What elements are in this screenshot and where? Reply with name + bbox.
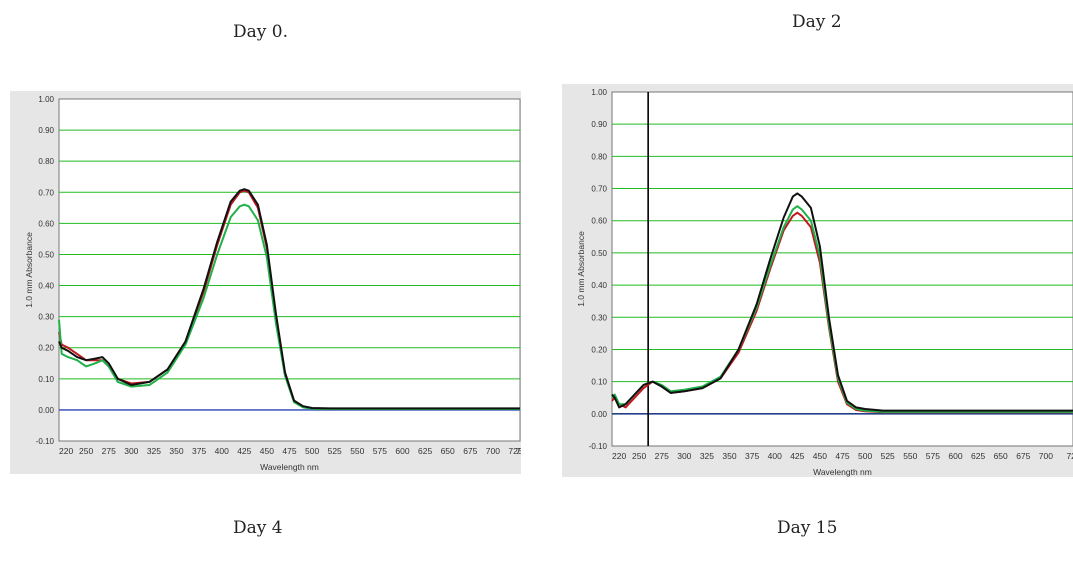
x-axis-label: Wavelength nm xyxy=(260,462,319,472)
x-tick-label: 475 xyxy=(282,446,296,456)
x-tick-label: 300 xyxy=(124,446,138,456)
y-tick-label: 1.00 xyxy=(38,95,54,104)
y-tick-label: 0.90 xyxy=(38,126,54,135)
x-tick-label: 675 xyxy=(1016,451,1030,461)
y-tick-label: 0.50 xyxy=(591,249,607,258)
x-tick-label: 725 xyxy=(508,446,521,456)
x-tick-label: 375 xyxy=(192,446,206,456)
y-tick-label: 1.00 xyxy=(591,88,607,97)
x-tick-label: 700 xyxy=(1039,451,1053,461)
y-tick-label: 0.10 xyxy=(591,378,607,387)
y-tick-label: 0.00 xyxy=(38,406,54,415)
y-tick-label: -0.10 xyxy=(589,442,608,451)
y-tick-label: 0.50 xyxy=(38,250,54,259)
x-tick-label: 400 xyxy=(215,446,229,456)
y-tick-label: 0.80 xyxy=(38,157,54,166)
y-tick-label: 0.30 xyxy=(591,313,607,322)
x-tick-label: 700 xyxy=(486,446,500,456)
caption-day-0: Day 0. xyxy=(233,22,288,42)
spectrum-chart-left: -0.10 0.00 0.10 0.20 0.30 0.40 0.50 0.60 0.70 0.8… xyxy=(24,95,521,472)
x-tick-label: 325 xyxy=(700,451,714,461)
x-tick-label: 500 xyxy=(858,451,872,461)
x-tick-label: 650 xyxy=(994,451,1008,461)
x-tick-label: 575 xyxy=(926,451,940,461)
x-tick-label: 625 xyxy=(971,451,985,461)
y-tick-label: 0.00 xyxy=(591,410,607,419)
x-tick-label: 220 xyxy=(612,451,626,461)
series-line-3 xyxy=(58,188,520,410)
y-tick-label: 0.60 xyxy=(38,219,54,228)
y-tick-label: -0.10 xyxy=(36,437,55,446)
x-tick-label: 650 xyxy=(441,446,455,456)
x-tick-label: 450 xyxy=(813,451,827,461)
x-tick-label: 575 xyxy=(373,446,387,456)
x-tick-label: 300 xyxy=(677,451,691,461)
y-tick-label: 0.70 xyxy=(591,185,607,194)
y-tick-label: 0.20 xyxy=(591,345,607,354)
series-line-3 xyxy=(611,192,1073,412)
x-tick-label: 675 xyxy=(463,446,477,456)
y-tick-label: 0.40 xyxy=(38,282,54,291)
x-axis-label: Wavelength nm xyxy=(813,467,872,477)
x-tick-label: 250 xyxy=(79,446,93,456)
y-tick-label: 0.90 xyxy=(591,120,607,129)
chart-panel-left: -0.10 0.00 0.10 0.20 0.30 0.40 0.50 0.60 0.70 0.8… xyxy=(10,91,521,474)
x-tick-label: 325 xyxy=(147,446,161,456)
caption-day-15: Day 15 xyxy=(777,518,838,538)
x-tick-label: 220 xyxy=(59,446,73,456)
x-tick-label: 425 xyxy=(790,451,804,461)
y-tick-label: 0.30 xyxy=(38,313,54,322)
y-tick-label: 0.10 xyxy=(38,375,54,384)
x-tick-label: 600 xyxy=(395,446,409,456)
x-tick-label: 500 xyxy=(305,446,319,456)
x-tick-label: 600 xyxy=(948,451,962,461)
x-tick-label: 525 xyxy=(881,451,895,461)
y-tick-label: 0.60 xyxy=(591,217,607,226)
x-tick-label: 250 xyxy=(632,451,646,461)
y-axis-label: 1.0 mm Absorbance xyxy=(24,232,34,308)
x-tick-label: 550 xyxy=(350,446,364,456)
y-tick-label: 0.40 xyxy=(591,281,607,290)
x-tick-label: 450 xyxy=(260,446,274,456)
x-tick-label: 350 xyxy=(169,446,183,456)
x-tick-label: 275 xyxy=(102,446,116,456)
x-tick-label: 550 xyxy=(903,451,917,461)
y-tick-label: 0.20 xyxy=(38,344,54,353)
x-tick-label: 275 xyxy=(655,451,669,461)
y-tick-label: 0.80 xyxy=(591,152,607,161)
x-tick-label: 350 xyxy=(722,451,736,461)
x-tick-label: 525 xyxy=(328,446,342,456)
x-tick-label: 425 xyxy=(237,446,251,456)
x-tick-label: 375 xyxy=(745,451,759,461)
caption-day-4: Day 4 xyxy=(233,518,283,538)
spectrum-chart-right: -0.10 0.00 0.10 0.20 0.30 0.40 0.50 0.60 0.70 0.8… xyxy=(576,88,1073,477)
x-tick-label: 400 xyxy=(768,451,782,461)
x-tick-label: 7 xyxy=(516,446,521,456)
chart-panel-right: -0.10 0.00 0.10 0.20 0.30 0.40 0.50 0.60 0.70 0.8… xyxy=(562,84,1073,477)
y-axis-label: 1.0 mm Absorbance xyxy=(576,231,586,307)
y-tick-label: 0.70 xyxy=(38,188,54,197)
x-tick-label: 475 xyxy=(835,451,849,461)
x-tick-label: 72 xyxy=(1066,451,1073,461)
caption-day-2: Day 2 xyxy=(792,12,842,32)
x-tick-label: 625 xyxy=(418,446,432,456)
